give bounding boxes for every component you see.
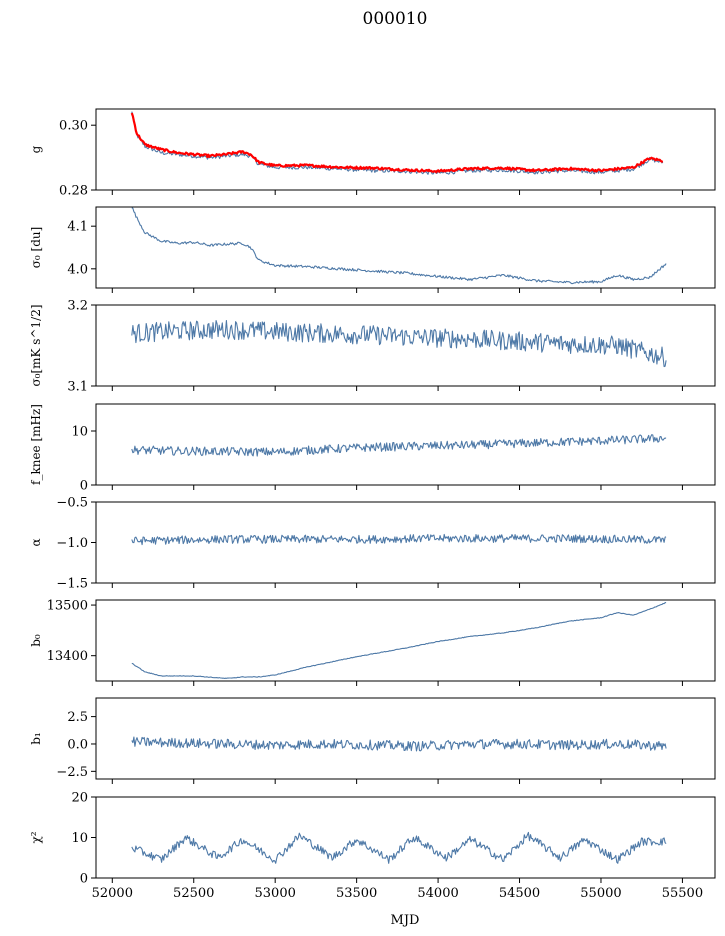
- y-axis-label-b0: b₀: [29, 634, 43, 647]
- y-tick-label-chi2-2: 20: [71, 791, 88, 806]
- y-tick-label-fknee-1: 10: [71, 425, 88, 440]
- y-tick-label-alpha-1: −1.0: [56, 536, 88, 551]
- y-tick-label-b0-1: 13500: [47, 599, 88, 614]
- x-tick-label-5: 54500: [499, 886, 540, 901]
- x-tick-label-4: 54000: [417, 886, 458, 901]
- y-tick-label-g-0: 0.28: [59, 184, 88, 199]
- panel-alpha: −1.5 −1.0 −0.5 α: [29, 496, 716, 592]
- figure-title: 000010: [363, 9, 428, 29]
- panel-sigma0: 4.0 4.1 σ₀ [du]: [29, 206, 716, 293]
- y-tick-label-alpha-0: −1.5: [56, 577, 88, 592]
- y-axis-label-alpha: α: [29, 538, 43, 546]
- y-tick-label-sigma0-1: 4.1: [67, 220, 88, 235]
- y-axis-label-sigma0_mk: σ₀[mK s^1/2]: [29, 304, 43, 386]
- series-sigma0_mk-0: [131, 319, 667, 368]
- y-axis-label-sigma0: σ₀ [du]: [29, 227, 43, 269]
- series-chi2-0: [131, 831, 667, 864]
- x-tick-label-0: 52000: [92, 886, 133, 901]
- y-axis-label-g: g: [29, 145, 43, 153]
- panels: 0.28 0.30 g 4.0 4.1 σ₀ [du] 3.1 3.2 σ₀[mK s^1/2]…: [29, 108, 716, 901]
- x-tick-label-1: 52500: [173, 886, 214, 901]
- y-tick-label-b1-0: −2.5: [56, 765, 88, 780]
- axes-frame-sigma0_mk: [95, 304, 716, 387]
- series-fknee-0: [131, 434, 667, 457]
- axes-frame-sigma0: [95, 206, 716, 289]
- y-axis-label-chi2: χ²: [29, 831, 43, 843]
- x-tick-label-7: 55500: [662, 886, 703, 901]
- y-tick-label-chi2-0: 0: [80, 872, 88, 887]
- y-tick-label-chi2-1: 10: [71, 831, 88, 846]
- panel-b1: −2.5 0.0 2.5 b₁: [29, 697, 716, 784]
- series-g-0: [131, 111, 664, 175]
- y-axis-label-b1: b₁: [29, 732, 43, 745]
- axes-frame-b0: [95, 599, 716, 682]
- y-tick-label-sigma0_mk-1: 3.2: [67, 299, 88, 314]
- series-sigma0-0: [131, 207, 667, 285]
- y-tick-label-sigma0_mk-0: 3.1: [67, 380, 88, 395]
- axes-frame-g: [95, 108, 716, 191]
- panel-b0: 13400 13500 b₀: [29, 599, 716, 686]
- y-tick-label-g-1: 0.30: [59, 119, 88, 134]
- series-alpha-0: [131, 533, 667, 546]
- y-tick-label-alpha-2: −0.5: [56, 496, 88, 511]
- panel-chi2: 0 10 20 52000 52500 53000 53500 54000 54500 55000…: [29, 791, 716, 901]
- y-tick-label-b1-1: 0.0: [67, 737, 88, 752]
- x-axis-label: MJD: [391, 913, 420, 928]
- y-tick-label-sigma0-0: 4.0: [67, 262, 88, 277]
- y-tick-label-fknee-0: 0: [80, 479, 88, 494]
- panel-g: 0.28 0.30 g: [29, 108, 716, 199]
- axes-frame-fknee: [95, 403, 716, 486]
- axes-frame-b1: [95, 697, 716, 780]
- x-tick-label-3: 53500: [336, 886, 377, 901]
- series-b1-0: [131, 736, 667, 752]
- series-g-1: [130, 112, 664, 174]
- x-tick-label-6: 55000: [580, 886, 621, 901]
- panel-sigma0_mk: 3.1 3.2 σ₀[mK s^1/2]: [29, 299, 716, 395]
- y-tick-label-b1-2: 2.5: [67, 710, 88, 725]
- series-b0-0: [131, 602, 667, 679]
- x-tick-label-2: 53000: [255, 886, 296, 901]
- y-tick-label-b0-0: 13400: [47, 649, 88, 664]
- y-axis-label-fknee: f_knee [mHz]: [29, 404, 43, 485]
- panel-fknee: 0 10 f_knee [mHz]: [29, 403, 716, 494]
